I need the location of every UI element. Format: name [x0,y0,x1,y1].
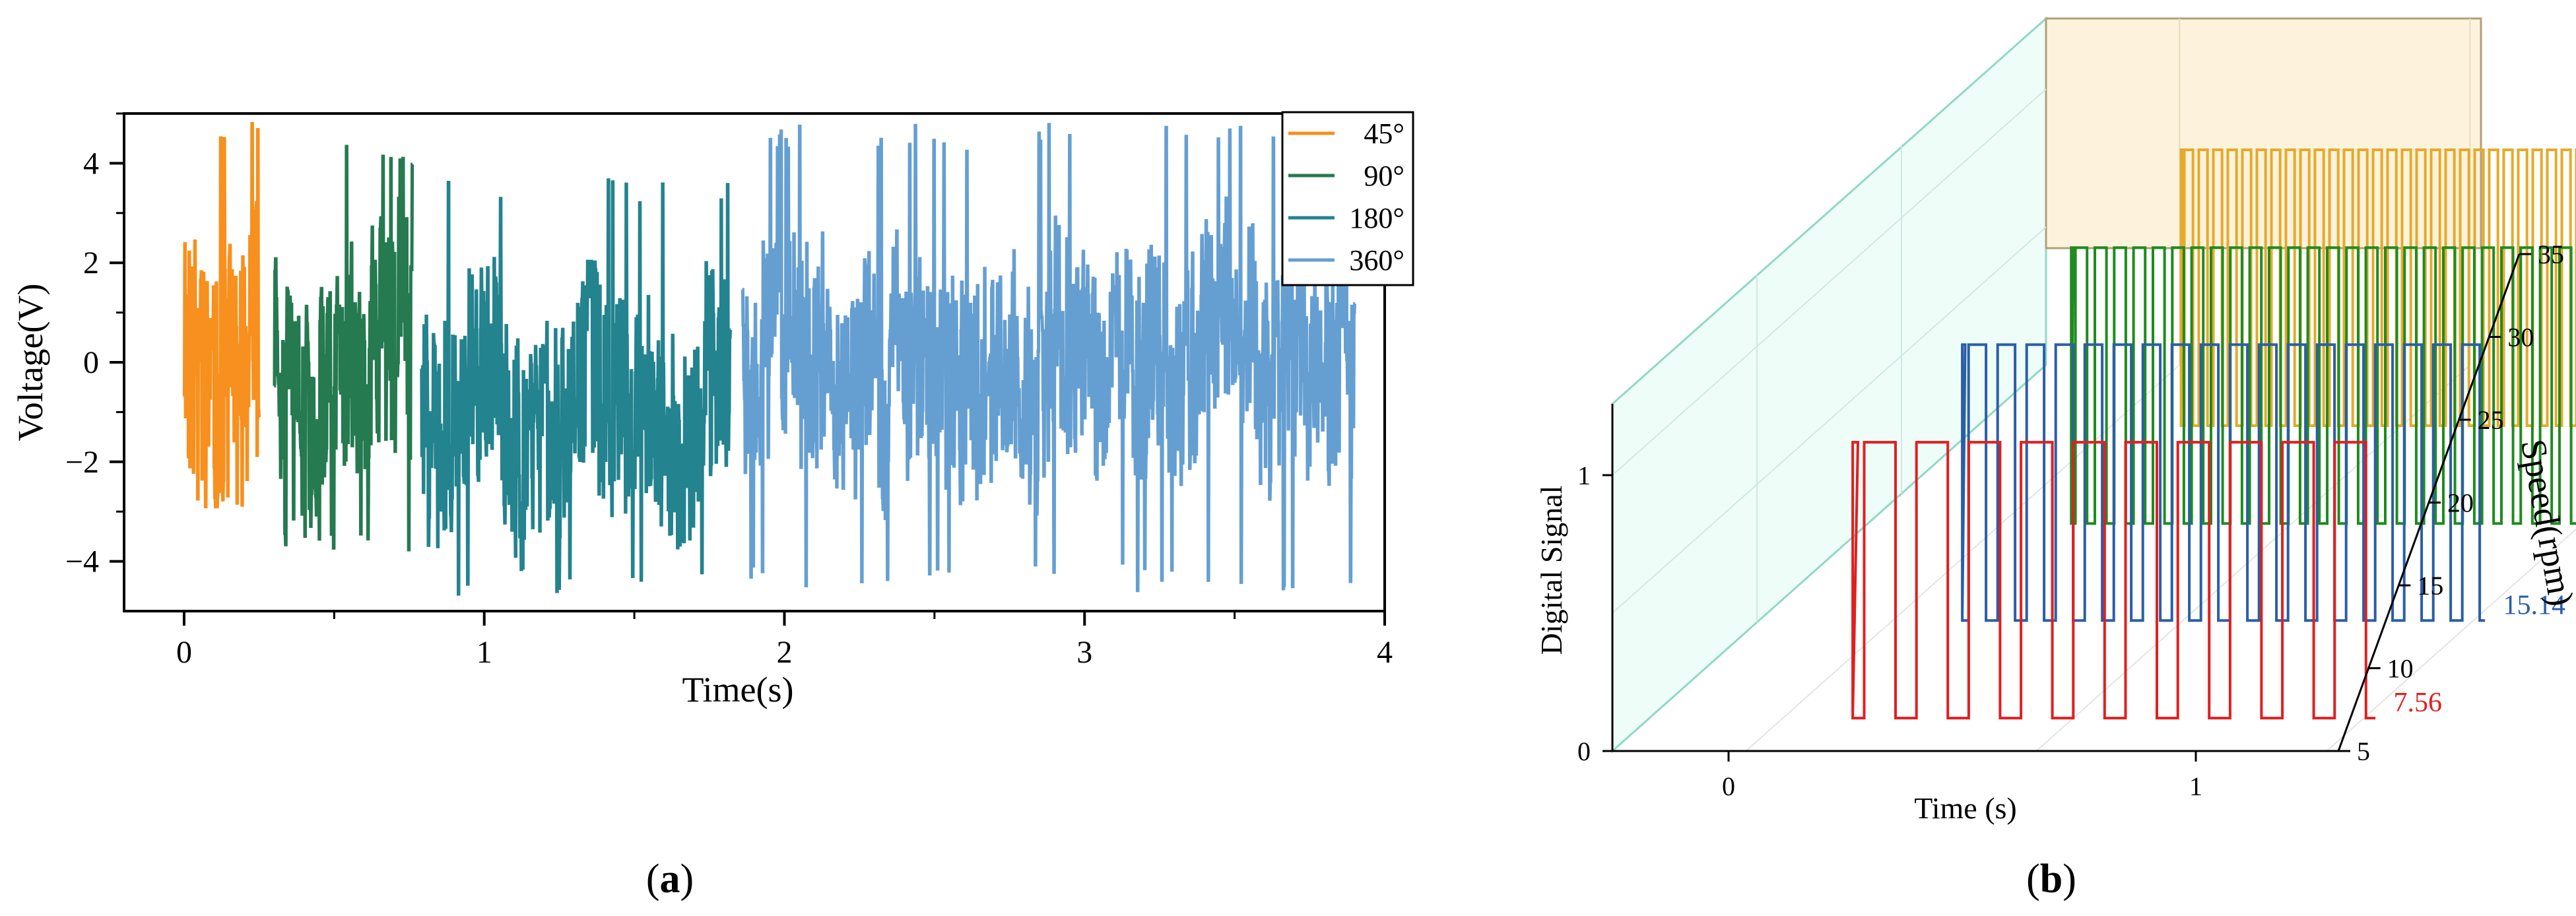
panel-a-caption: (a) [646,857,694,901]
chart-a-series-2-line [273,145,414,552]
panel-a-letter: a [660,857,680,901]
chart-a-x-axis-title: Time(s) [682,670,793,709]
chart-b-y-tick-label: 0 [1577,736,1591,766]
chart-a-axes: 0 1 2 3 4 4 2 0 −2 −4 [65,112,1393,670]
chart-a-series-4-line [741,123,1356,593]
chart-a-legend-label: 360° [1349,244,1404,277]
chart-b-x-tick-label: 1 [2189,771,2202,801]
chart-a-legend: 45° 90° 180° 360° [1281,111,1414,286]
chart-b-z-tick-label: 10 [2387,654,2414,684]
chart-a-x-tick-label: 3 [1076,635,1092,670]
chart-a-legend-label: 90° [1364,160,1404,192]
chart-b-floor-grid-line [2326,528,2576,752]
chart-b-z-axis-title: Speed(rpm) [2513,436,2576,608]
chart-a-plot-area [183,121,1356,596]
chart-a-y-tick-label: −2 [65,445,99,480]
chart-b-speed-label: 15.14 [2503,590,2565,620]
panel-b-letter: b [2040,857,2063,901]
chart-a-y-axis-title: Voltage(V) [11,284,50,442]
chart-a-x-tick-label: 2 [776,635,792,670]
chart-b-z-tick-label: 15 [2417,571,2443,601]
chart-b-z-tick-label: 35 [2538,240,2564,269]
chart-b-z-tick-label: 20 [2447,488,2474,518]
chart-b-y-tick-label: 1 [1577,461,1591,490]
chart-a-x-tick-label: 0 [176,635,192,670]
chart-a-y-tick-label: −4 [65,544,99,579]
chart-b-traces [1851,148,2576,720]
chart-a-y-tick-label: 2 [83,245,99,280]
chart-a-series-3-line [420,178,733,596]
chart-a: 0 1 2 3 4 4 2 0 −2 −4 Time(s) Voltage(V) 45° 90° 18… [11,111,1414,901]
chart-a-legend-entries: 45° 90° 180° 360° [1288,117,1404,277]
chart-a-legend-label: 180° [1349,202,1404,234]
chart-a-x-tick-label: 1 [477,635,492,670]
chart-b-grid-line [1612,226,2047,614]
chart-a-legend-label: 45° [1364,117,1404,150]
chart-b-z-tick-label: 30 [2507,323,2534,352]
chart-a-series-1-line [183,121,261,509]
chart-b-trace-4 [2179,148,2576,427]
chart-b-trace-3 [2070,246,2576,525]
chart-b-z-tick-label: 5 [2357,736,2370,766]
chart-b-trace-2 [1961,343,2486,622]
chart-a-y-tick-label: 4 [83,146,99,181]
chart-b-z-tick-label: 25 [2478,405,2504,435]
chart-b-trace-1 [1851,441,2376,720]
panel-b-caption: (b) [2026,857,2076,901]
chart-b-left-wall [1611,16,2047,754]
chart-a-x-tick-label: 4 [1377,635,1393,670]
chart-a-y-tick-label: 0 [83,345,99,380]
chart-a-legend-box [1281,111,1414,286]
chart-b-x-tick-label: 0 [1722,771,1735,801]
chart-b-y-axis-title: Digital Signal [1535,486,1568,655]
chart-b-x-axis-title: Time (s) [1914,791,2017,825]
chart-b-speed-label: 7.56 [2393,688,2442,718]
chart-b-grid-line [1612,88,2047,476]
